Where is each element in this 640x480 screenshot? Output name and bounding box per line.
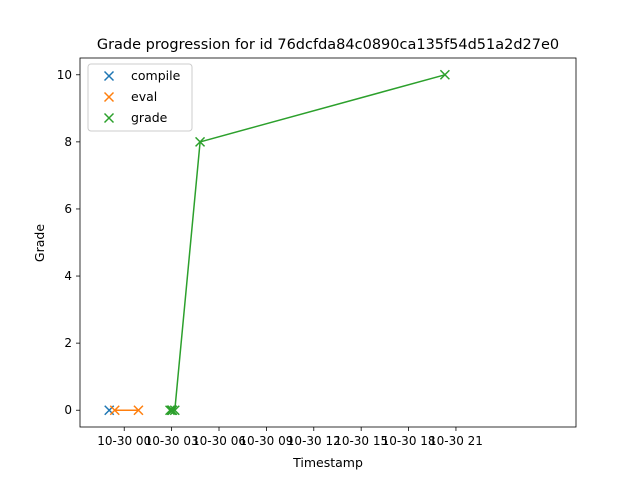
y-tick-label: 0 xyxy=(64,403,72,417)
legend-item-compile: compile xyxy=(103,68,181,83)
grade-point xyxy=(167,405,178,416)
axes-frame xyxy=(79,57,577,428)
x-tick-label: 10-30 03 xyxy=(145,434,199,448)
grade-point xyxy=(165,405,176,416)
x-tick-label: 10-30 09 xyxy=(239,434,293,448)
x-tick-label: 10-30 12 xyxy=(287,434,341,448)
plot-area xyxy=(79,57,577,428)
y-tick-label: 10 xyxy=(57,68,72,82)
legend: compile eval grade xyxy=(87,63,193,132)
grade-legend-marker xyxy=(103,112,115,124)
legend-label: eval xyxy=(131,89,157,104)
y-tick-label: 6 xyxy=(64,202,72,216)
legend-label: grade xyxy=(131,110,168,125)
x-tick-label: 10-30 15 xyxy=(334,434,388,448)
eval-point xyxy=(133,405,144,416)
y-tick-label: 2 xyxy=(64,336,72,350)
eval-legend-marker xyxy=(103,91,115,103)
grade-point xyxy=(195,136,206,147)
x-axis-label: Timestamp xyxy=(292,455,363,470)
legend-label: compile xyxy=(131,68,181,83)
grade-point xyxy=(169,405,180,416)
x-tick-label: 10-30 18 xyxy=(382,434,436,448)
x-tick-label: 10-30 06 xyxy=(192,434,246,448)
compile-legend-marker xyxy=(103,70,115,82)
chart-title: Grade progression for id 76dcfda84c0890c… xyxy=(97,37,559,53)
x-tick-label: 10-30 21 xyxy=(429,434,483,448)
legend-box xyxy=(87,63,193,132)
legend-item-eval: eval xyxy=(103,89,157,104)
x-tick-label: 10-30 00 xyxy=(97,434,151,448)
y-tick-label: 4 xyxy=(64,269,72,283)
eval-point xyxy=(109,405,120,416)
y-axis-label: Grade xyxy=(32,224,47,262)
grade-point xyxy=(439,69,450,80)
legend-item-grade: grade xyxy=(103,110,168,125)
y-tick-label: 8 xyxy=(64,135,72,149)
